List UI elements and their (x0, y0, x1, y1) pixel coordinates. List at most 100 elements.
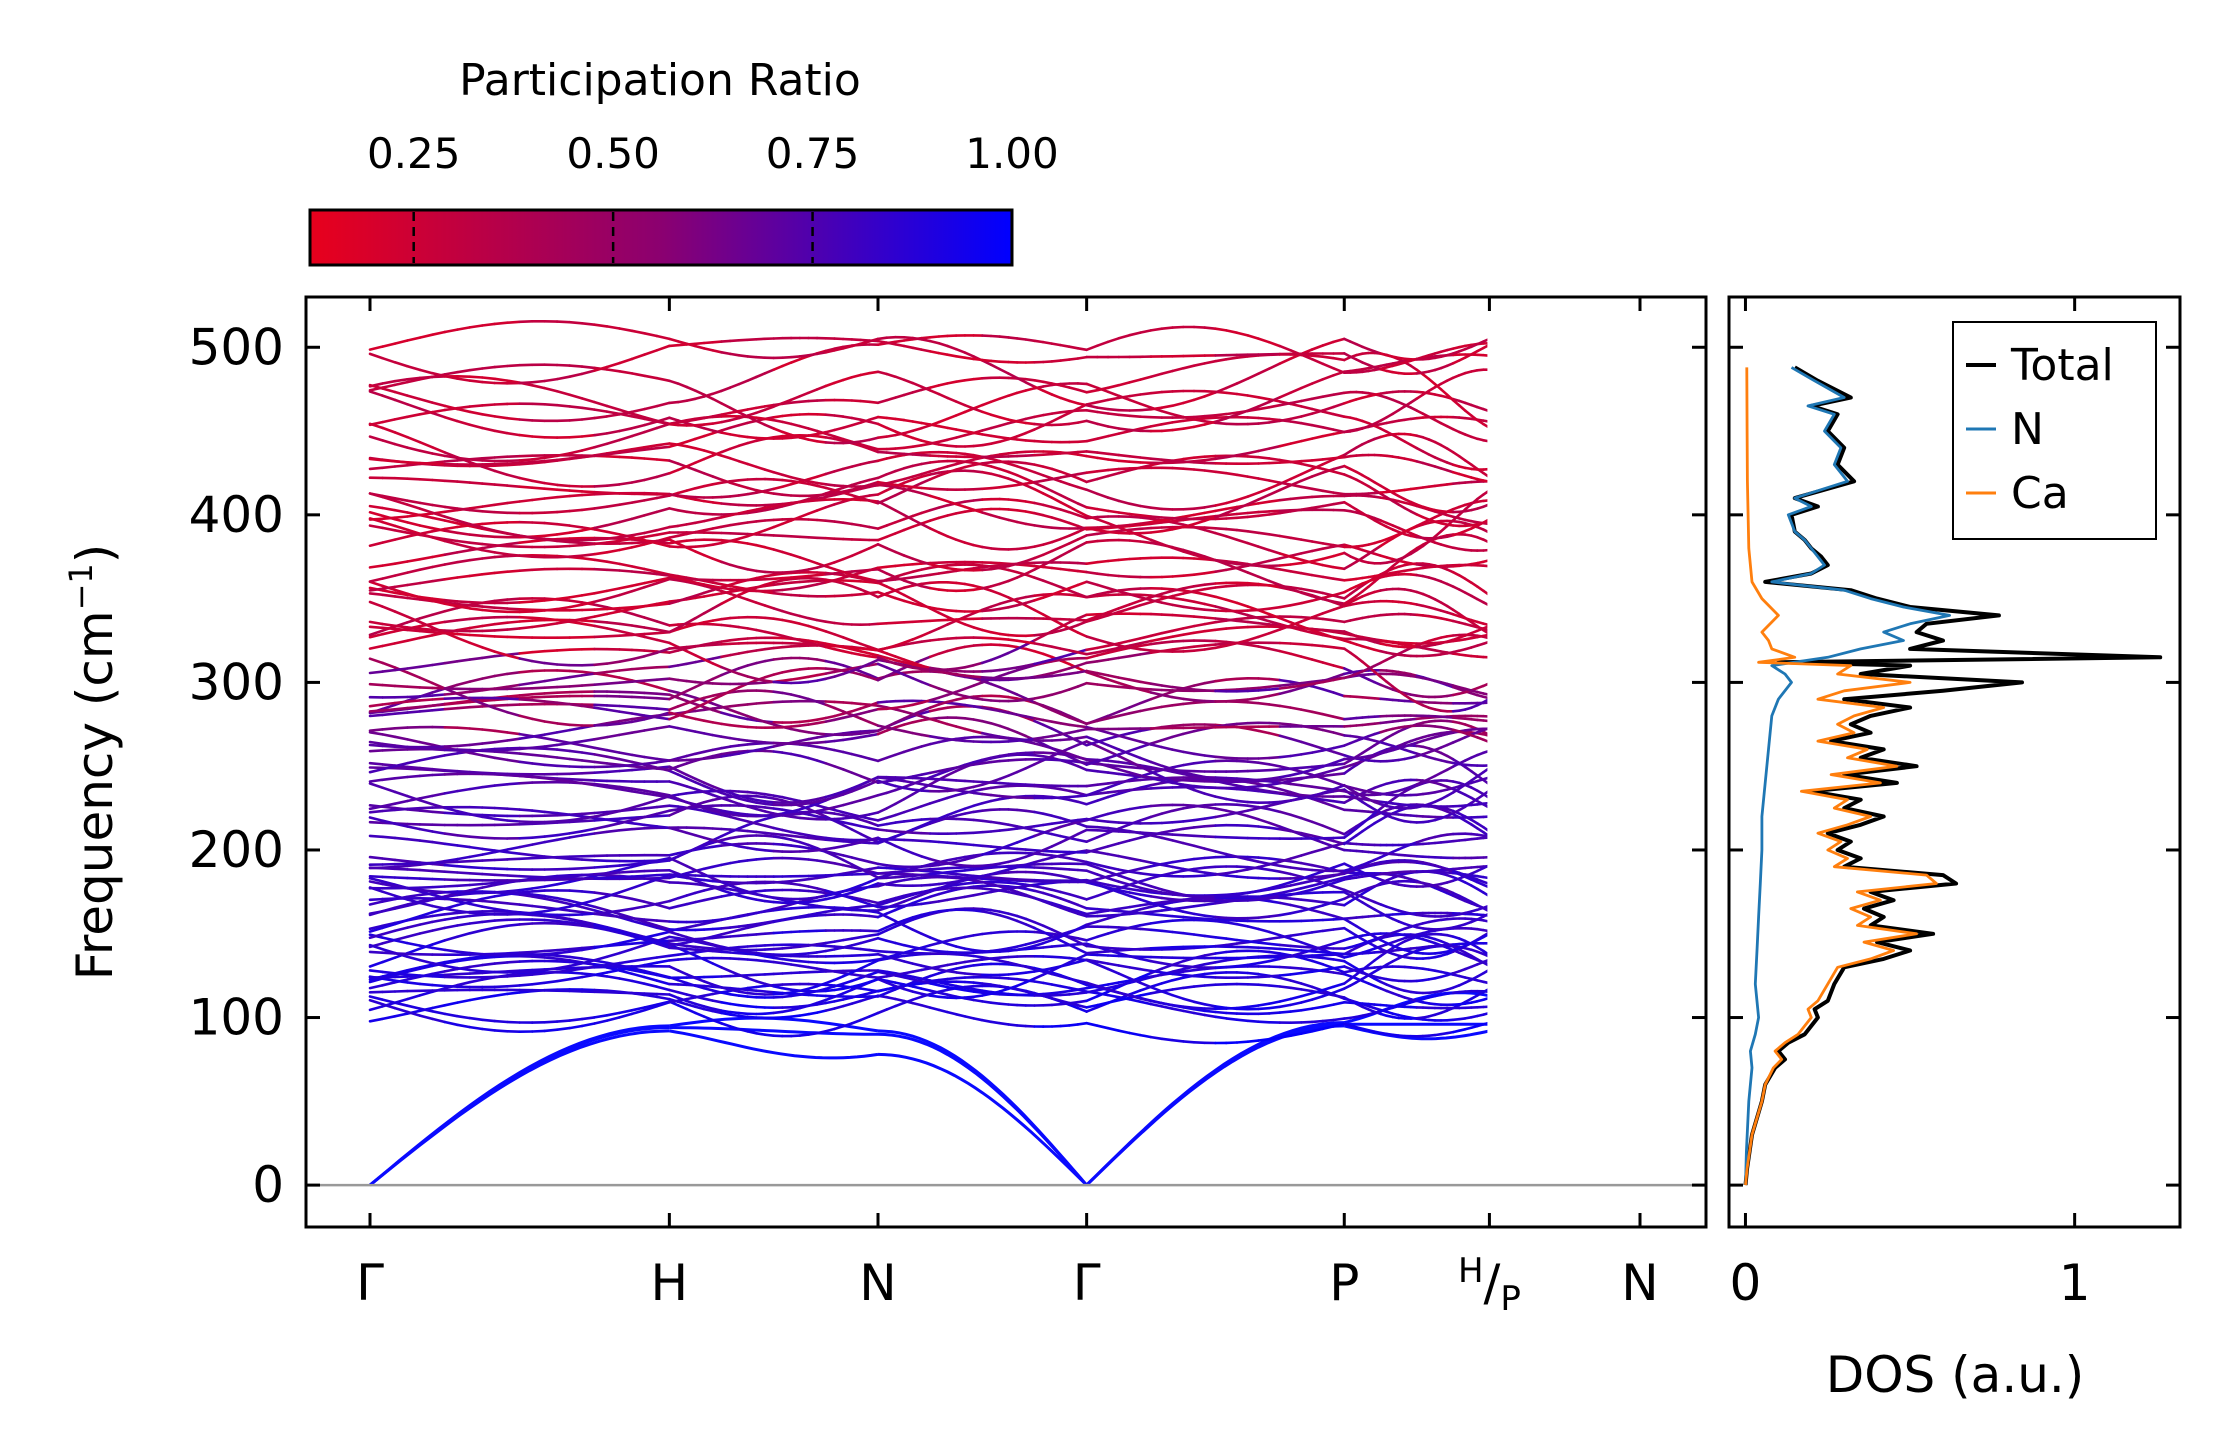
optical-branch-segment (728, 928, 741, 934)
optical-branch-segment (972, 994, 984, 999)
optical-branch-segment (911, 876, 923, 881)
optical-branch-segment (1321, 956, 1335, 961)
optical-branch-segment (972, 948, 984, 953)
optical-branch-segment (630, 919, 646, 926)
optical-branch-segment (920, 864, 932, 868)
optical-branch-segment (781, 986, 793, 992)
optical-branch-segment (867, 902, 880, 909)
optical-branch-segment (754, 892, 767, 898)
optical-branch-segment (1332, 872, 1346, 877)
optical-branch-segment (393, 858, 409, 863)
optical-branch-segment (668, 826, 680, 832)
optical-branch-segment (728, 1025, 741, 1031)
optical-branch-segment (894, 984, 906, 991)
optical-branch-segment (1321, 950, 1335, 955)
optical-branch-segment (963, 881, 975, 886)
optical-branch-segment (643, 789, 659, 795)
optical-branch-segment (381, 998, 397, 1005)
optical-branch-segment (937, 840, 949, 845)
optical-branch-segment (468, 1016, 484, 1022)
optical-branch-segment (1289, 948, 1303, 952)
optical-branch-segment (1310, 796, 1325, 802)
optical-branch-segment (1033, 980, 1045, 985)
optical-branch-segment (618, 818, 634, 825)
optical-branch-segment (1149, 920, 1164, 925)
optical-branch-segment (980, 910, 993, 915)
optical-branch-segment (720, 991, 732, 996)
optical-branch-segment (393, 935, 409, 942)
optical-branch-segment (728, 884, 741, 891)
optical-branch-segment (1050, 821, 1062, 826)
optical-branch-segment (1300, 967, 1314, 972)
acoustic-branch (369, 1026, 670, 1187)
optical-branch-segment (737, 949, 749, 954)
optical-branch-segment (859, 934, 871, 939)
optical-branch-segment (989, 990, 1002, 996)
optical-branch-segment (1321, 953, 1335, 957)
optical-branch-segment (867, 1011, 880, 1018)
optical-branch-segment (643, 805, 659, 810)
optical-branch-segment (418, 982, 434, 987)
optical-branch-segment (737, 823, 749, 830)
optical-branch-segment (954, 875, 967, 880)
optical-branch-segment (1214, 850, 1228, 856)
optical-branch-segment (676, 850, 689, 855)
optical-branch-segment (393, 790, 409, 798)
optical-branch-segment (418, 861, 434, 865)
optical-branch-segment (885, 840, 897, 848)
optical-branch-segment (1050, 841, 1062, 848)
optical-branch-segment (1050, 965, 1062, 970)
optical-branch-segment (1246, 939, 1260, 944)
optical-branch-segment (418, 839, 434, 844)
optical-branch-segment (480, 771, 497, 775)
optical-branch-segment (946, 993, 958, 998)
optical-branch-segment (443, 857, 459, 863)
optical-branch-segment (1139, 898, 1153, 905)
optical-branch-segment (1106, 887, 1121, 894)
optical-branch-segment (885, 973, 897, 978)
optical-branch-segment (1182, 772, 1196, 778)
optical-branch-segment (728, 1002, 741, 1007)
optical-branch-segment (1059, 984, 1071, 990)
optical-branch-segment (1007, 984, 1019, 991)
optical-branch-segment (711, 927, 723, 931)
optical-branch-segment (1041, 938, 1054, 945)
optical-branch-segment (580, 815, 596, 821)
optical-branch-segment (824, 983, 836, 987)
optical-branch-segment (789, 834, 802, 839)
optical-branch-segment (1257, 856, 1271, 860)
optical-branch-segment (1015, 808, 1028, 813)
optical-branch-segment (972, 884, 984, 889)
optical-branch-segment (593, 871, 609, 876)
optical-branch-segment (694, 976, 706, 983)
optical-branch-segment (406, 966, 422, 972)
optical-branch-segment (815, 890, 828, 895)
optical-branch-segment (702, 1015, 715, 1022)
optical-branch-segment (443, 958, 459, 964)
optical-branch-segment (618, 816, 634, 821)
optical-branch-segment (555, 880, 571, 886)
optical-branch-segment (1015, 884, 1028, 889)
optical-branch-segment (702, 865, 715, 871)
optical-branch-segment (850, 905, 862, 910)
optical-branch-segment (676, 828, 689, 835)
optical-branch-segment (381, 882, 397, 888)
optical-branch-segment (1192, 824, 1206, 829)
optical-branch-segment (728, 1010, 741, 1015)
optical-branch-segment (1050, 888, 1062, 894)
optical-branch-segment (928, 819, 941, 825)
optical-branch-segment (1117, 874, 1131, 881)
optical-branch-segment (772, 960, 784, 965)
optical-branch-segment (1246, 857, 1260, 864)
acoustic-branch (1085, 1024, 1345, 1187)
optical-branch-segment (1059, 1024, 1071, 1028)
optical-branch-segment (1068, 794, 1080, 799)
optical-branch-segment (1267, 895, 1282, 900)
optical-branch-segment (937, 898, 949, 903)
optical-branch-segment (841, 944, 854, 949)
optical-branch-segment (1076, 923, 1088, 931)
optical-branch-segment (1203, 1009, 1217, 1014)
optical-branch-segment (668, 904, 680, 910)
optical-branch-segment (1128, 856, 1142, 862)
optical-branch-segment (393, 775, 409, 780)
